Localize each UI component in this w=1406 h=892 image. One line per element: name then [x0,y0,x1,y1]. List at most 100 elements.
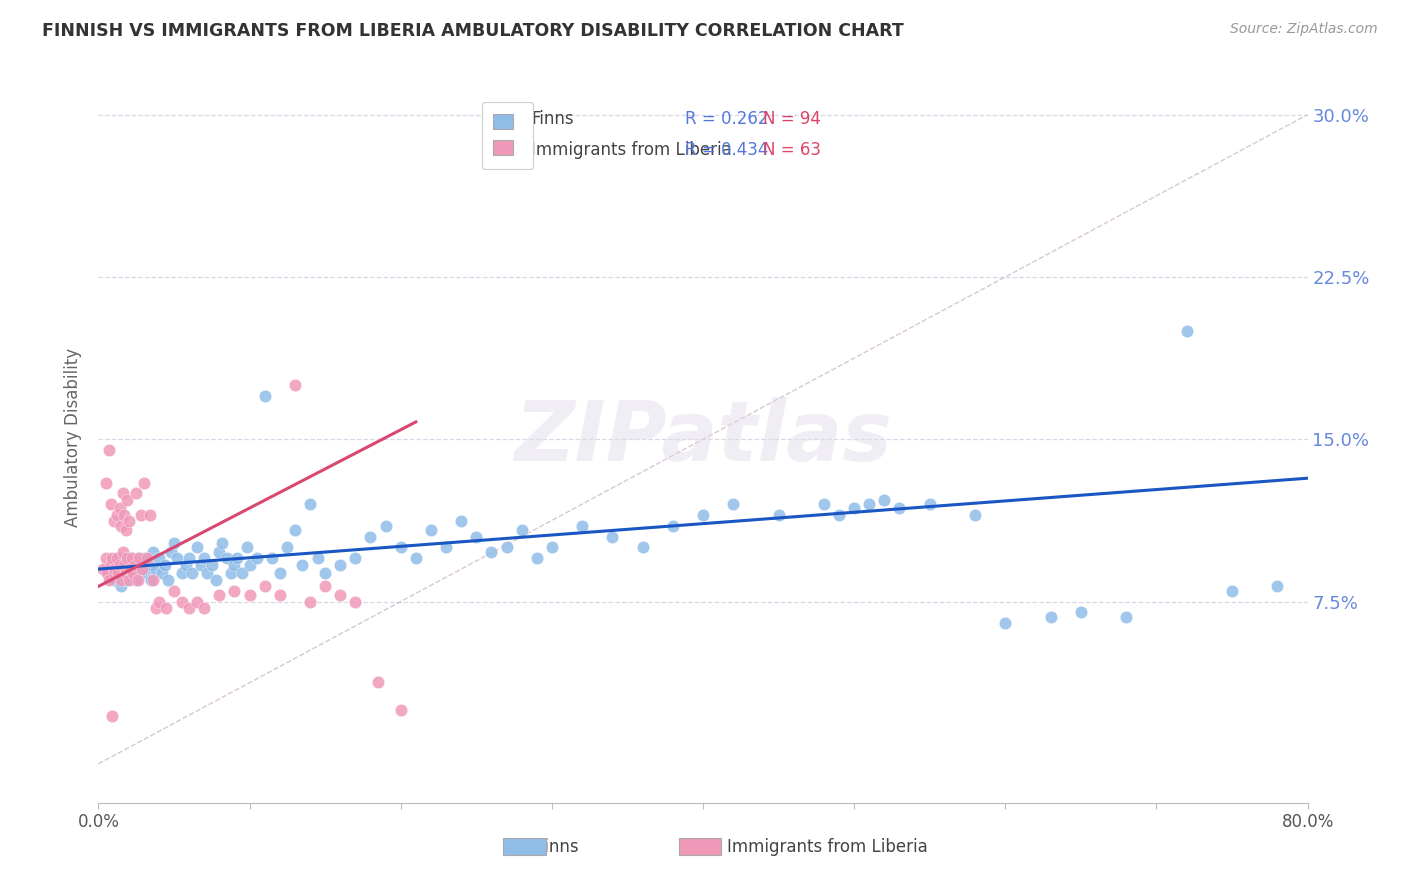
Point [132,551,155,566]
Point [235,541,257,555]
Point [239,588,262,602]
Point [1039,609,1062,624]
Point [150,566,173,581]
Point [215,551,238,566]
Point [115,551,138,566]
Point [360,530,382,544]
Text: Immigrants from Liberia: Immigrants from Liberia [727,838,928,855]
Point [193,551,215,566]
Point [231,566,253,581]
Point [186,594,208,608]
Point [163,536,186,550]
Point [208,588,231,602]
Point [101,709,124,723]
Point [1267,579,1289,593]
Point [495,541,517,555]
Point [344,594,367,608]
Point [160,545,183,559]
Point [307,551,329,566]
Point [120,551,142,566]
Text: N = 94: N = 94 [763,110,821,128]
Text: ZIPatlas: ZIPatlas [515,397,891,477]
Point [122,566,145,581]
Point [190,558,212,572]
Point [108,551,131,566]
Point [111,545,134,559]
Point [329,558,352,572]
Text: Finns: Finns [531,110,574,128]
Point [129,562,152,576]
Text: R = 0.434: R = 0.434 [685,141,768,159]
Point [195,566,218,581]
Point [98,443,121,458]
Text: FINNISH VS IMMIGRANTS FROM LIBERIA AMBULATORY DISABILITY CORRELATION CHART: FINNISH VS IMMIGRANTS FROM LIBERIA AMBUL… [42,22,904,40]
Point [1115,609,1137,624]
Point [103,573,125,587]
Point [128,551,150,566]
Point [156,573,179,587]
Point [135,551,157,566]
Point [124,558,146,572]
Point [813,497,835,511]
Point [965,508,987,522]
Point [284,523,307,537]
Point [118,573,141,587]
Point [101,551,124,566]
Point [389,541,412,555]
Point [98,573,121,587]
Point [179,551,201,566]
Point [118,562,141,576]
Point [224,583,246,598]
Point [465,530,488,544]
Point [844,501,866,516]
Point [110,579,132,593]
Point [221,566,243,581]
Point [96,566,118,581]
Point [262,551,284,566]
Point [571,518,593,533]
Point [107,566,129,581]
Text: N = 63: N = 63 [763,141,821,159]
Point [105,551,128,566]
Point [129,508,152,522]
Point [100,566,122,581]
Point [111,566,134,581]
Point [100,497,122,511]
Point [105,508,128,522]
Point [661,518,683,533]
Point [155,601,177,615]
Point [299,497,322,511]
Point [132,475,155,490]
Point [153,558,176,572]
Point [148,594,170,608]
Point [114,573,136,587]
FancyBboxPatch shape [679,838,721,855]
Point [526,551,548,566]
Point [148,551,170,566]
Text: Source: ZipAtlas.com: Source: ZipAtlas.com [1230,22,1378,37]
Point [420,523,443,537]
Point [120,562,142,576]
Point [631,541,654,555]
Point [170,594,193,608]
Point [135,566,157,581]
Point [226,551,249,566]
Point [114,523,136,537]
Point [100,558,122,572]
Point [1220,583,1243,598]
Point [145,601,167,615]
Point [186,541,208,555]
Point [103,515,125,529]
Point [858,497,880,511]
Point [269,588,291,602]
Point [139,558,162,572]
Point [124,558,146,572]
Point [118,515,141,529]
Point [94,551,117,566]
Point [602,530,624,544]
Point [141,573,163,587]
Point [145,562,167,576]
FancyBboxPatch shape [503,838,546,855]
Point [994,616,1017,631]
Point [112,508,135,522]
